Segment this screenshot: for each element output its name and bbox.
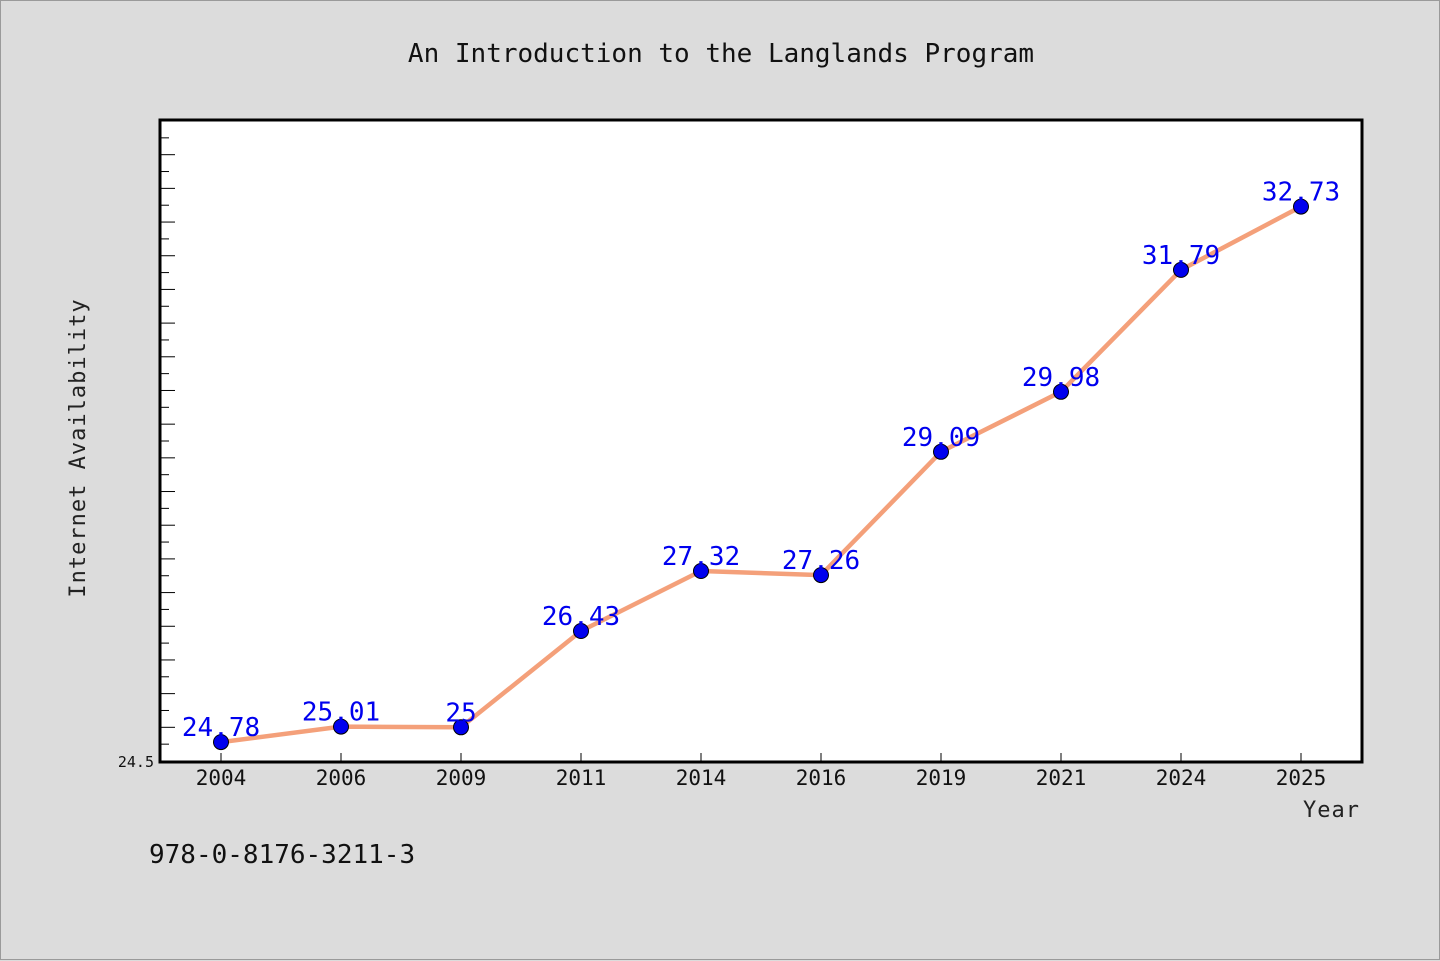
x-tick-label: 2024 (1156, 766, 1207, 790)
isbn-text: 978-0-8176-3211-3 (149, 840, 415, 870)
data-label: 29.09 (902, 423, 980, 453)
chart-title: An Introduction to the Langlands Program (408, 39, 1034, 69)
data-point (1053, 383, 1069, 400)
data-label: 24.78 (182, 713, 260, 743)
data-point (213, 734, 229, 751)
x-tick-label: 2016 (796, 766, 847, 790)
y-tick-label-min: 24.5 (118, 753, 154, 771)
data-point (333, 718, 349, 735)
x-axis-label: Year (1303, 798, 1360, 823)
x-tick-label: 2004 (196, 766, 247, 790)
data-labels: 24.78 25.01 25 26.43 27.32 27.26 29.09 29.98 31.… (182, 178, 1340, 743)
plot-area (158, 118, 1364, 764)
data-label: 31.79 (1142, 241, 1220, 271)
x-axis-ticks: 2004 2006 2009 2011 2014 2016 2019 2021 2024 2025 (196, 753, 1327, 790)
data-point (933, 443, 949, 460)
data-label: 25.01 (302, 698, 380, 728)
data-point (453, 719, 469, 736)
series-markers (213, 198, 1309, 751)
data-point (1173, 261, 1189, 278)
x-tick-label: 2025 (1276, 766, 1327, 790)
x-tick-label: 2014 (676, 766, 727, 790)
y-axis-ticks (161, 120, 175, 762)
x-tick-label: 2006 (316, 766, 367, 790)
data-point (1293, 198, 1309, 215)
data-label: 29.98 (1022, 363, 1100, 393)
data-point (573, 623, 589, 639)
x-tick-label: 2009 (436, 766, 487, 790)
series-line (220, 204, 1303, 745)
data-point (693, 563, 709, 579)
data-label: 25 (445, 698, 476, 728)
x-tick-label: 2011 (556, 766, 607, 790)
data-point (813, 567, 829, 584)
data-label: 27.26 (782, 546, 860, 576)
x-tick-label: 2019 (916, 766, 967, 790)
data-label: 27.32 (662, 542, 740, 572)
data-label: 26.43 (542, 602, 620, 632)
data-label: 32.73 (1262, 178, 1340, 208)
x-tick-label: 2021 (1036, 766, 1087, 790)
y-axis-label: Internet Availability (66, 298, 91, 597)
